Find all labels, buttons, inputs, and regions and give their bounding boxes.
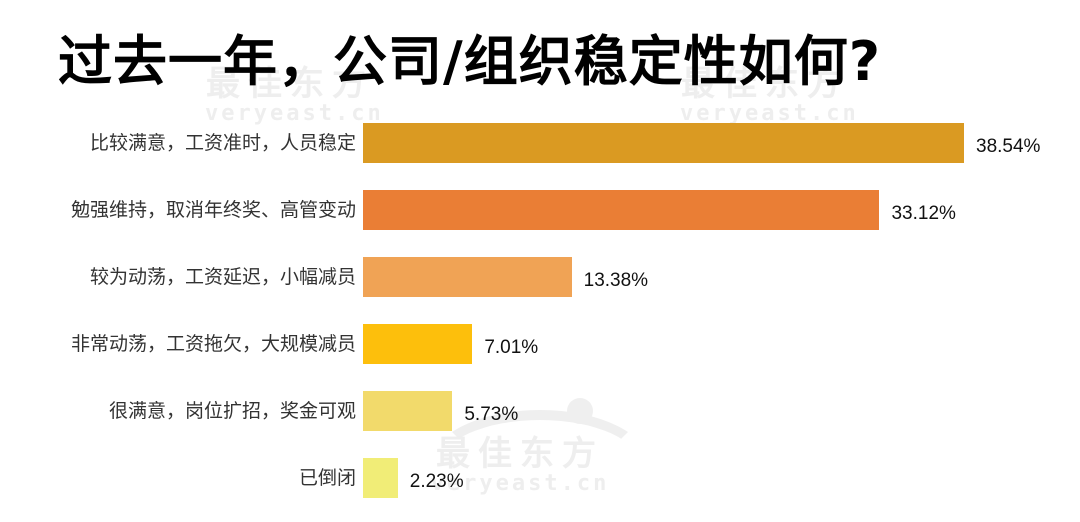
- watermark: 最佳东方 veryeast.cn: [680, 64, 859, 126]
- watermark-swoosh: [430, 410, 650, 520]
- value-label: 38.54%: [976, 136, 1041, 157]
- category-label: 较为动荡，工资延迟，小幅减员: [89, 266, 356, 288]
- bar: [363, 190, 880, 230]
- watermark-cn: 最佳东方: [206, 64, 374, 104]
- bar-row: 很满意，岗位扩招，奖金可观 5.73%: [0, 391, 1080, 431]
- value-label: 33.12%: [891, 203, 956, 224]
- value-label: 7.01%: [484, 337, 539, 358]
- bar: [363, 123, 964, 163]
- bar: [363, 324, 473, 364]
- category-label: 比较满意，工资准时，人员稳定: [89, 132, 356, 154]
- value-label: 13.38%: [583, 270, 649, 291]
- category-label: 非常动荡，工资拖欠，大规模减员: [70, 333, 356, 355]
- bar-row: 勉强维持，取消年终奖、高管变动 33.12%: [0, 190, 1080, 230]
- chart-title: 过去一年，公司/组织稳定性如何?: [58, 30, 882, 93]
- watermark-cn: 最佳东方: [436, 434, 604, 474]
- value-label: 2.23%: [409, 471, 464, 492]
- watermark-en: veryeast.cn: [680, 101, 859, 126]
- value-label: 5.73%: [464, 404, 519, 425]
- watermark-en: veryeast.cn: [205, 101, 384, 126]
- bar: [363, 391, 453, 431]
- bar-row: 非常动荡，工资拖欠，大规模减员 7.01%: [0, 324, 1080, 364]
- category-label: 勉强维持，取消年终奖、高管变动: [70, 199, 356, 221]
- bar: [363, 257, 572, 297]
- category-label: 已倒闭: [298, 467, 356, 489]
- watermark: 最佳东方 veryeast.cn: [205, 64, 384, 126]
- category-label: 很满意，岗位扩招，奖金可观: [108, 400, 356, 422]
- watermark-cn: 最佳东方: [681, 64, 849, 104]
- bar: [363, 458, 398, 498]
- watermark: 最佳东方 veryeast.cn: [430, 436, 610, 496]
- bar-row: 较为动荡，工资延迟，小幅减员 13.38%: [0, 257, 1080, 297]
- bar-row: 比较满意，工资准时，人员稳定 38.54%: [0, 123, 1080, 163]
- bar-row: 已倒闭 2.23%: [0, 458, 1080, 498]
- watermark-dot: [567, 398, 593, 424]
- watermark-en: veryeast.cn: [430, 471, 610, 496]
